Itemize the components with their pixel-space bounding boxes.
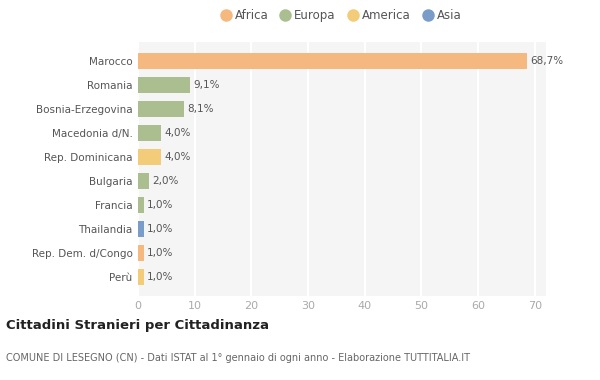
Text: 1,0%: 1,0% [147, 272, 173, 282]
Text: COMUNE DI LESEGNO (CN) - Dati ISTAT al 1° gennaio di ogni anno - Elaborazione TU: COMUNE DI LESEGNO (CN) - Dati ISTAT al 1… [6, 353, 470, 363]
Bar [138, 125, 161, 141]
Text: 9,1%: 9,1% [193, 80, 220, 90]
Text: 1,0%: 1,0% [147, 248, 173, 258]
Text: 8,1%: 8,1% [187, 104, 214, 114]
Bar [138, 101, 184, 117]
Bar [138, 149, 161, 165]
Text: 1,0%: 1,0% [147, 224, 173, 234]
Text: 4,0%: 4,0% [164, 152, 190, 162]
Bar [138, 78, 190, 93]
Bar [138, 173, 149, 189]
Legend: Africa, Europa, America, Asia: Africa, Europa, America, Asia [219, 6, 465, 26]
Bar [138, 269, 143, 285]
Text: 68,7%: 68,7% [530, 56, 564, 66]
Bar [138, 53, 527, 69]
Text: Cittadini Stranieri per Cittadinanza: Cittadini Stranieri per Cittadinanza [6, 319, 269, 332]
Bar [138, 245, 143, 261]
Text: 2,0%: 2,0% [153, 176, 179, 186]
Text: 4,0%: 4,0% [164, 128, 190, 138]
Bar [138, 197, 143, 213]
Text: 1,0%: 1,0% [147, 200, 173, 210]
Bar [138, 221, 143, 237]
